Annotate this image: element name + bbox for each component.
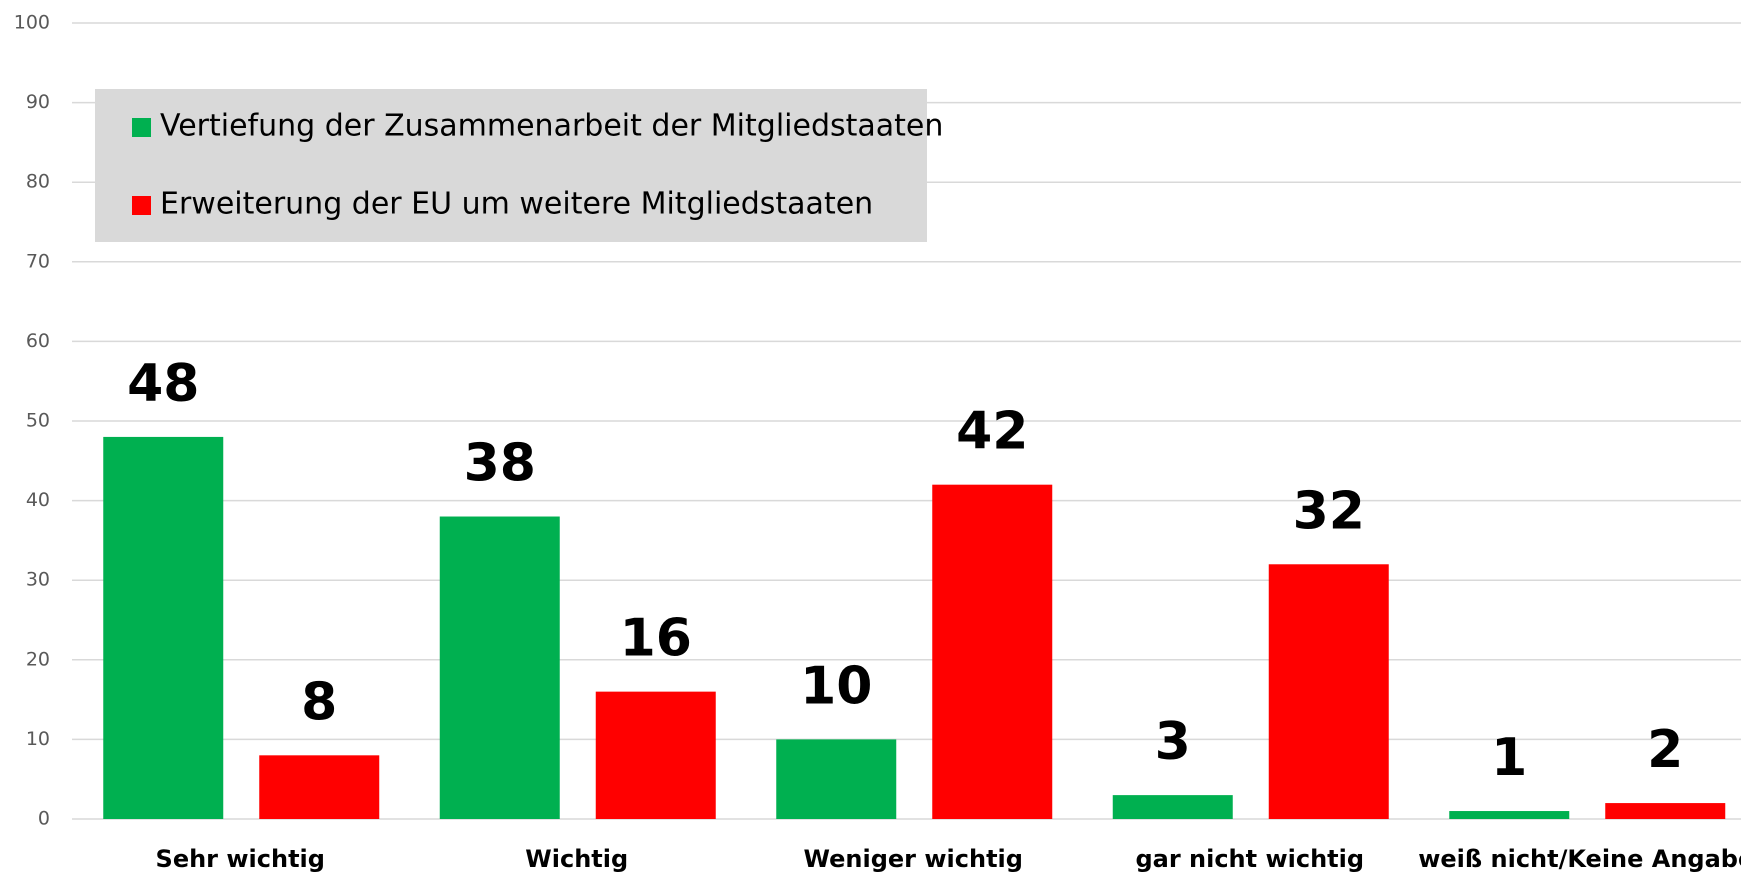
bar [103, 436, 224, 819]
data-label: 10 [800, 656, 872, 716]
y-tick-label: 100 [14, 12, 50, 34]
bar [1449, 811, 1570, 819]
bar [1112, 795, 1233, 819]
bar [439, 516, 560, 819]
data-label: 2 [1647, 720, 1683, 780]
data-label: 16 [620, 609, 692, 669]
legend-box [95, 89, 927, 242]
y-tick-label: 60 [26, 330, 50, 352]
y-tick-label: 10 [26, 728, 50, 750]
x-tick-label: Wichtig [525, 845, 628, 873]
data-label: 8 [301, 672, 337, 732]
x-tick-label: weiß nicht/Keine Angabe [1418, 845, 1741, 873]
y-tick-label: 80 [26, 171, 50, 193]
bar [1268, 564, 1389, 819]
legend-label: Erweiterung der EU um weitere Mitgliedst… [160, 187, 873, 222]
data-label: 38 [464, 434, 536, 494]
legend-swatch [132, 118, 151, 137]
bar [932, 484, 1053, 819]
x-tick-label: Sehr wichtig [156, 845, 325, 873]
legend-label: Vertiefung der Zusammenarbeit der Mitgli… [160, 109, 943, 144]
data-label: 48 [127, 354, 199, 414]
y-tick-label: 70 [26, 250, 50, 272]
y-tick-label: 40 [26, 489, 50, 511]
data-label: 32 [1293, 481, 1365, 541]
y-tick-label: 50 [26, 410, 50, 432]
legend-swatch [132, 196, 151, 215]
y-tick-label: 90 [26, 91, 50, 113]
x-tick-label: Weniger wichtig [804, 845, 1023, 873]
bar [776, 739, 897, 819]
bar [1605, 803, 1726, 819]
bar [595, 691, 716, 819]
x-tick-label: gar nicht wichtig [1135, 845, 1364, 873]
data-label: 42 [956, 402, 1028, 462]
y-tick-label: 0 [38, 808, 50, 830]
y-tick-label: 20 [26, 648, 50, 670]
y-tick-label: 30 [26, 569, 50, 591]
bar [259, 755, 380, 819]
data-label: 1 [1491, 728, 1527, 788]
data-label: 3 [1155, 712, 1191, 772]
